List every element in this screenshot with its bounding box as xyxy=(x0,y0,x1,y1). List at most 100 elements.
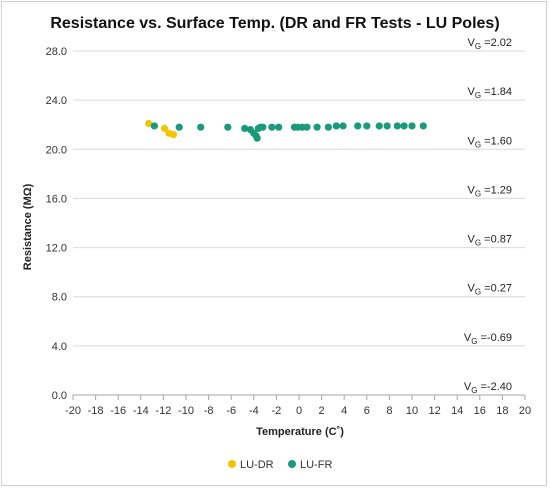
point-lu-fr xyxy=(313,123,321,131)
x-tick-label: 18 xyxy=(496,405,508,417)
x-tick-label: -16 xyxy=(110,405,126,417)
point-lu-fr xyxy=(150,122,158,130)
x-tick-label: -20 xyxy=(65,405,81,417)
y-tick-label: 0.0 xyxy=(52,390,67,402)
vg-value: =-0.69 xyxy=(477,332,512,344)
point-lu-fr xyxy=(408,122,416,130)
vg-subscript: G xyxy=(471,386,477,395)
legend-marker-lu-fr xyxy=(288,460,296,468)
vg-value: =1.29 xyxy=(481,184,512,196)
x-tick-label: 6 xyxy=(364,405,370,417)
point-lu-fr xyxy=(197,123,205,131)
x-tick-label: -12 xyxy=(155,405,171,417)
x-tick-label: 12 xyxy=(428,405,440,417)
point-lu-fr xyxy=(400,122,408,130)
x-tick-label: -6 xyxy=(226,405,236,417)
y-tick-label: 16.0 xyxy=(46,193,67,205)
vg-annotation: VG =0.27 xyxy=(468,283,512,297)
x-tick-label: -18 xyxy=(88,405,104,417)
point-lu-dr xyxy=(169,130,178,139)
x-tick-label: 10 xyxy=(406,405,418,417)
point-lu-fr xyxy=(275,123,283,131)
x-tick-label: 16 xyxy=(474,405,486,417)
point-lu-dr xyxy=(145,119,153,128)
x-tick-label: 4 xyxy=(341,405,347,417)
vg-value: =0.87 xyxy=(481,234,512,246)
point-lu-fr xyxy=(332,122,340,130)
y-tick-label: 8.0 xyxy=(52,292,67,304)
vg-symbol: V xyxy=(464,381,472,393)
vg-annotation: VG =1.84 xyxy=(468,86,512,100)
y-tick-label: 20.0 xyxy=(46,144,67,156)
vg-subscript: G xyxy=(475,42,481,51)
point-lu-fr xyxy=(383,122,391,130)
chart-title: Resistance vs. Surface Temp. (DR and FR … xyxy=(50,15,499,32)
point-lu-dr xyxy=(160,124,169,132)
vg-symbol: V xyxy=(468,184,476,196)
vg-value: =-2.40 xyxy=(477,381,512,393)
vg-subscript: G xyxy=(475,239,481,248)
point-lu-fr xyxy=(241,124,249,132)
vg-symbol: V xyxy=(468,86,476,98)
x-tick-label: -10 xyxy=(178,405,194,417)
vg-annotation: VG =0.87 xyxy=(468,234,512,248)
vg-symbol: V xyxy=(468,135,476,147)
point-lu-fr xyxy=(354,122,362,130)
y-tick-label: 4.0 xyxy=(52,341,67,353)
vg-symbol: V xyxy=(468,283,476,295)
x-tick-label: -14 xyxy=(133,405,149,417)
vg-subscript: G xyxy=(475,91,481,100)
legend-label: LU-FR xyxy=(300,459,332,471)
axes: 0.04.08.012.016.020.024.028.0-20 -18 -16 -1… xyxy=(46,46,532,417)
vg-value: =2.02 xyxy=(481,37,512,49)
vg-symbol: V xyxy=(468,234,476,246)
vg-annotation: VG =2.02 xyxy=(468,37,512,51)
point-lu-fr xyxy=(393,122,401,130)
vg-annotation: VG =1.60 xyxy=(468,135,512,149)
point-lu-fr xyxy=(253,134,261,142)
point-lu-fr xyxy=(324,123,332,131)
x-tick-label: -4 xyxy=(249,405,259,417)
vg-value: =1.84 xyxy=(481,86,512,98)
y-tick-label: 24.0 xyxy=(46,95,67,107)
legend-marker-lu-dr xyxy=(228,460,236,468)
point-lu-fr xyxy=(363,122,371,130)
vg-symbol: V xyxy=(464,332,472,344)
point-lu-fr xyxy=(224,123,232,131)
y-tick-label: 28.0 xyxy=(46,46,67,58)
vg-subscript: G xyxy=(475,288,481,297)
x-tick-label: 14 xyxy=(451,405,463,417)
x-axis-label: Temperature (C˚) xyxy=(256,426,344,438)
vg-subscript: G xyxy=(471,337,477,346)
point-lu-fr xyxy=(259,123,267,131)
x-tick-label: 2 xyxy=(319,405,325,417)
x-tick-label: 20 xyxy=(519,405,531,417)
grid-lines xyxy=(73,50,525,347)
point-lu-fr xyxy=(375,122,383,130)
vg-value: =1.60 xyxy=(481,135,512,147)
vg-symbol: V xyxy=(468,37,476,49)
vg-annotation: VG =1.29 xyxy=(468,184,512,198)
point-lu-fr xyxy=(175,123,183,131)
data-points xyxy=(145,119,427,142)
legend-label: LU-DR xyxy=(240,459,274,471)
vg-subscript: G xyxy=(475,189,481,198)
y-axis-label: Resistance (MΩ) xyxy=(22,183,34,270)
x-tick-label: 8 xyxy=(386,405,392,417)
vg-annotation: VG =-2.40 xyxy=(464,381,512,395)
vg-subscript: G xyxy=(475,140,481,149)
point-lu-fr xyxy=(268,123,276,131)
legend: LU-DR LU-FR xyxy=(228,459,332,471)
point-lu-fr xyxy=(339,122,347,130)
point-lu-fr xyxy=(419,122,427,130)
vg-annotation: VG =-0.69 xyxy=(464,332,512,346)
y-tick-label: 12.0 xyxy=(46,243,67,255)
point-lu-fr xyxy=(303,123,311,131)
vg-value: =0.27 xyxy=(481,283,512,295)
x-tick-label: -2 xyxy=(272,405,282,417)
x-tick-label: -8 xyxy=(204,405,214,417)
x-tick-label: 0 xyxy=(296,405,302,417)
